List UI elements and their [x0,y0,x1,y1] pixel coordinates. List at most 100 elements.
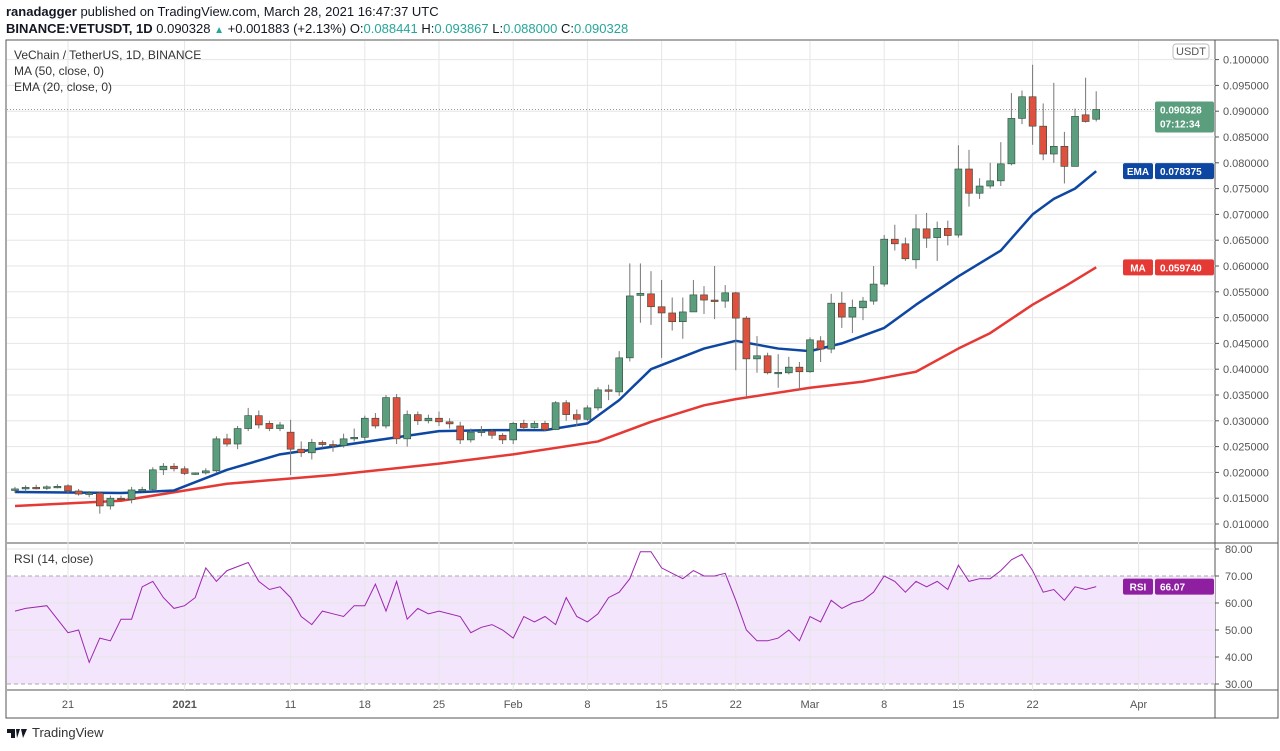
candle-up [869,283,878,302]
candle-down [456,425,465,441]
candle-down [371,417,380,427]
candle-down [763,355,772,374]
candle-up [933,228,942,238]
ema-tag-label: EMA [1127,167,1149,178]
candle-up [403,414,412,440]
ma-tag-value: 0.059740 [1160,263,1202,274]
rsi-tick-label: 70.00 [1225,571,1253,583]
rsi-line [14,551,1097,664]
up-triangle-icon: ▲ [214,25,225,36]
candle-down [223,438,231,445]
rsi-tag-bg [1155,578,1214,595]
author: ranadagger [6,4,77,19]
brand-name: TradingView [32,725,104,740]
candle-up [784,366,793,374]
candle-down [1039,125,1047,155]
candle-up [583,407,592,420]
candle-down [572,414,581,420]
price-tick-label: 0.010000 [1223,519,1269,531]
time-tick-label: Mar [801,699,820,711]
candle-down [562,402,571,415]
price-tick-label: 0.095000 [1223,80,1269,92]
price-tick-label: 0.015000 [1223,493,1269,505]
candle-down [710,299,719,302]
close-value: 0.090328 [573,21,629,36]
candle-down [32,487,41,490]
candle-up [127,489,136,500]
candle-up [551,402,560,430]
price-tick-label: 0.045000 [1223,338,1269,350]
rsi-tag-label: RSI [1130,583,1147,594]
currency-badge[interactable] [1172,43,1210,60]
candle-down [943,228,952,236]
candle-up [721,292,730,302]
tradingview-logo[interactable]: TradingView [6,725,104,740]
candle-down [170,465,178,470]
ma-tag-label: MA [1130,263,1146,274]
candle-up [1018,96,1026,119]
chart-title: VeChain / TetherUS, 1D, BINANCE [14,48,202,62]
candle-up [360,417,369,438]
time-tick-label: 2021 [172,699,196,711]
open-label: O: [349,21,364,36]
candle-down [668,312,677,323]
candle-down [922,228,931,239]
candle-up [509,423,518,441]
candle-up [689,294,698,313]
candle-up [806,339,814,373]
rsi-tag-value: 66.07 [1160,583,1185,594]
time-tick-label: 25 [433,699,445,711]
candle-down [488,430,496,436]
candle-up [42,486,51,489]
time-tick-label: 15 [655,699,667,711]
candle-down [657,306,666,314]
candle-down [392,397,401,440]
candle-up [678,311,687,323]
rsi-tick-label: 60.00 [1225,598,1253,610]
ema-tag-label-bg [1123,163,1153,180]
candle-up [202,470,210,474]
close-label: C: [560,21,574,36]
candle-down [604,389,613,392]
candle-up [85,492,93,495]
ema-tag-value: 0.078375 [1160,167,1202,178]
publish-text: published on TradingView.com, March 28, … [80,4,439,19]
candle-up [774,371,783,375]
candle-up [848,306,857,318]
candle-up [1092,109,1100,120]
open-value: 0.088441 [363,21,418,36]
price-tick-label: 0.070000 [1223,209,1269,221]
candle-up [996,163,1005,182]
candle-down [286,431,295,450]
rsi-tick-label: 50.00 [1225,625,1253,637]
candle-down [329,444,337,447]
last-price-tag-bg [1155,101,1214,133]
candle-down [890,238,899,245]
price-tick-label: 0.065000 [1223,235,1269,247]
time-tick-label: 8 [881,699,887,711]
time-tick-label: 11 [285,699,296,711]
time-tick-label: 22 [1026,699,1038,711]
candle-up [466,431,475,441]
time-tick-label: 18 [359,699,371,711]
candle-down [297,448,306,454]
candle-up [339,438,348,446]
candle-down [117,497,125,501]
candle-down [255,415,263,426]
candle-up [244,415,252,429]
ma-legend: MA (50, close, 0) [14,64,105,78]
candle-down [742,317,751,360]
candle-up [625,295,634,359]
last-price-tag-value: 0.090328 [1160,106,1202,117]
candle-up [159,465,168,471]
low-label: L: [492,21,504,36]
time-tick-label: Apr [1130,699,1147,711]
price-tick-label: 0.030000 [1223,416,1269,428]
candle-up [212,438,221,472]
rsi-tick-label: 40.00 [1225,652,1253,664]
price-tick-label: 0.080000 [1223,158,1269,170]
candle-down [901,243,910,260]
candle-down [647,293,655,308]
candle-up [1071,116,1079,167]
